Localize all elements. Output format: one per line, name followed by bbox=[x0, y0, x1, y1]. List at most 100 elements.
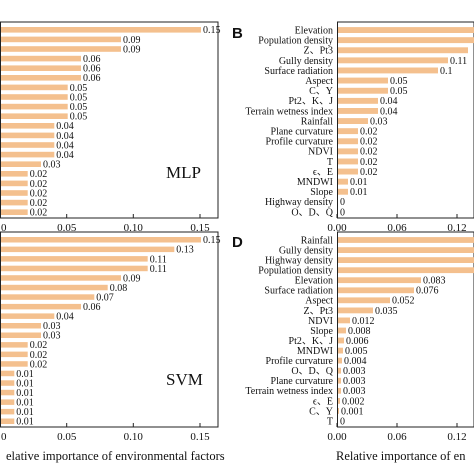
panel-a-value-label-11: 0.04 bbox=[56, 131, 74, 142]
panel-b-value-label-12: 0.02 bbox=[360, 147, 378, 158]
panel-b-bar-8 bbox=[338, 108, 378, 114]
panel-c-bar-3 bbox=[1, 265, 148, 272]
panel-d-bar-2 bbox=[338, 257, 474, 263]
panel-c-bar-0 bbox=[1, 237, 201, 243]
panel-d-category-label-11: MNDWI bbox=[297, 346, 333, 357]
panel-c-bar-19 bbox=[1, 418, 15, 424]
panel-b-value-label-14: 0.02 bbox=[360, 167, 378, 178]
panel-b-value-label-9: 0.03 bbox=[370, 116, 388, 127]
panel-d-value-label-15: 0.003 bbox=[343, 386, 366, 397]
panel-d-category-label-2: Highway density bbox=[265, 256, 333, 267]
panel-d-bar-4 bbox=[338, 277, 421, 284]
panel-c-value-label-1: 0.13 bbox=[176, 245, 194, 256]
panel-c-tick-label-2: 0.10 bbox=[124, 431, 144, 443]
panel-a-bar-5 bbox=[1, 75, 81, 81]
panel-b-value-label-13: 0.02 bbox=[360, 157, 378, 168]
panel-a-bar-18 bbox=[1, 199, 28, 206]
panel-c-bar-5 bbox=[1, 284, 108, 291]
panel-a-bar-4 bbox=[1, 65, 81, 71]
panel-c-bar-9 bbox=[1, 323, 41, 329]
panel-d-value-label-8: 0.012 bbox=[352, 316, 375, 327]
panel-a-value-label-8: 0.05 bbox=[70, 102, 88, 113]
panel-c-tick-label-1: 0.05 bbox=[57, 431, 77, 443]
panel-a-bar-15 bbox=[1, 171, 28, 177]
panel-c-bar-12 bbox=[1, 351, 28, 358]
panel-letter-d: D bbox=[232, 234, 243, 251]
panel-c-value-label-0: 0.15 bbox=[203, 235, 221, 246]
panel-c-value-label-11: 0.02 bbox=[30, 340, 48, 351]
panel-b-tick-label-1: 0.06 bbox=[387, 222, 407, 234]
panel-a-value-label-14: 0.03 bbox=[43, 160, 61, 171]
panel-d-value-label-10: 0.006 bbox=[346, 336, 369, 347]
panel-d-bar-0 bbox=[338, 237, 474, 243]
panel-a-value-label-4: 0.06 bbox=[83, 64, 101, 75]
panel-b-bar-12 bbox=[338, 148, 358, 155]
panel-a-value-label-13: 0.04 bbox=[56, 150, 74, 161]
panel-d-category-label-14: Plane curvature bbox=[271, 376, 334, 387]
panel-c-frame bbox=[0, 231, 219, 428]
panel-a-bar-10 bbox=[1, 123, 55, 129]
panel-d-bar-6 bbox=[338, 297, 390, 304]
panel-a-value-label-5: 0.06 bbox=[83, 73, 101, 84]
panel-c-bar-13 bbox=[1, 361, 28, 367]
panel-b-value-label-10: 0.02 bbox=[360, 127, 378, 138]
panel-d-category-label-3: Population density bbox=[258, 266, 333, 277]
panel-a-value-label-6: 0.05 bbox=[70, 83, 88, 94]
panel-d-category-label-9: Slope bbox=[310, 326, 333, 337]
panel-c-bar-17 bbox=[1, 399, 15, 405]
panel-d-bar-11 bbox=[338, 347, 343, 354]
panel-d-value-label-17: 0.001 bbox=[341, 406, 364, 417]
panel-a-model-label: MLP bbox=[166, 163, 201, 182]
panel-d-category-label-18: T bbox=[327, 416, 333, 427]
panel-a-value-label-7: 0.05 bbox=[70, 92, 88, 103]
panel-d-bar-1 bbox=[338, 247, 474, 253]
panel-d-category-label-13: O、D、Q bbox=[291, 366, 333, 377]
panel-c-value-label-15: 0.01 bbox=[16, 378, 34, 389]
panel-a-bar-7 bbox=[1, 94, 68, 100]
panel-b-category-label-8: Terrain wetness index bbox=[245, 106, 333, 117]
panel-a-bar-16 bbox=[1, 180, 28, 187]
panel-c-value-label-12: 0.02 bbox=[30, 350, 48, 361]
panel-c-value-label-6: 0.07 bbox=[96, 293, 114, 304]
panel-a-value-label-16: 0.02 bbox=[30, 179, 48, 190]
panel-d-value-label-6: 0.052 bbox=[392, 296, 415, 307]
panel-d-category-label-7: Z、Pt3 bbox=[304, 306, 333, 317]
panel-b-value-label-7: 0.04 bbox=[380, 96, 398, 107]
panel-b-value-label-8: 0.04 bbox=[380, 106, 398, 117]
panel-b-value-label-3: 0.11 bbox=[450, 56, 467, 67]
panel-b-category-label-3: Gully density bbox=[279, 56, 333, 67]
panel-d-category-label-4: Elevation bbox=[295, 276, 333, 287]
panel-a-value-label-19: 0.02 bbox=[30, 208, 48, 219]
panel-a-bar-8 bbox=[1, 103, 68, 110]
panel-a-value-label-12: 0.04 bbox=[56, 140, 74, 151]
panel-d-value-label-12: 0.004 bbox=[344, 356, 367, 367]
panel-c-value-label-18: 0.01 bbox=[16, 407, 34, 418]
panel-c-value-label-9: 0.03 bbox=[43, 321, 61, 332]
panel-d-bar-16 bbox=[338, 398, 340, 404]
panel-c-bar-4 bbox=[1, 275, 121, 281]
panel-d-value-label-13: 0.003 bbox=[343, 366, 366, 377]
panel-a-value-label-18: 0.02 bbox=[30, 198, 48, 209]
panel-d-bar-13 bbox=[338, 367, 341, 374]
panel-b-bar-3 bbox=[338, 57, 448, 64]
panel-b-category-label-14: ϵ、E bbox=[313, 167, 333, 178]
panel-c-bar-8 bbox=[1, 313, 55, 319]
panel-b-value-label-16: 0.01 bbox=[350, 187, 368, 198]
panel-b-category-label-15: MNDWI bbox=[297, 177, 333, 188]
panel-b-category-label-7: Pt2、K、J bbox=[289, 96, 334, 107]
panel-a-bar-17 bbox=[1, 190, 28, 196]
panel-b-frame bbox=[337, 21, 474, 219]
panel-d-category-label-17: C、Y bbox=[309, 406, 333, 417]
panel-b-category-label-17: Highway density bbox=[265, 197, 333, 208]
panel-c-tick-label-3: 0.15 bbox=[190, 431, 210, 443]
panel-a-bar-0 bbox=[1, 27, 201, 33]
panel-d-value-label-18: 0 bbox=[340, 416, 345, 427]
panel-a-bar-12 bbox=[1, 142, 55, 148]
panel-d-category-label-16: ϵ、E bbox=[313, 396, 333, 407]
panel-d-category-label-8: NDVI bbox=[308, 316, 333, 327]
panel-d-value-label-5: 0.076 bbox=[416, 286, 439, 297]
panel-c-value-label-10: 0.03 bbox=[43, 331, 61, 342]
panel-b-value-label-18: 0 bbox=[340, 207, 345, 218]
panel-c-value-label-16: 0.01 bbox=[16, 388, 34, 399]
panel-b-category-label-2: Z、Pt3 bbox=[304, 46, 333, 57]
